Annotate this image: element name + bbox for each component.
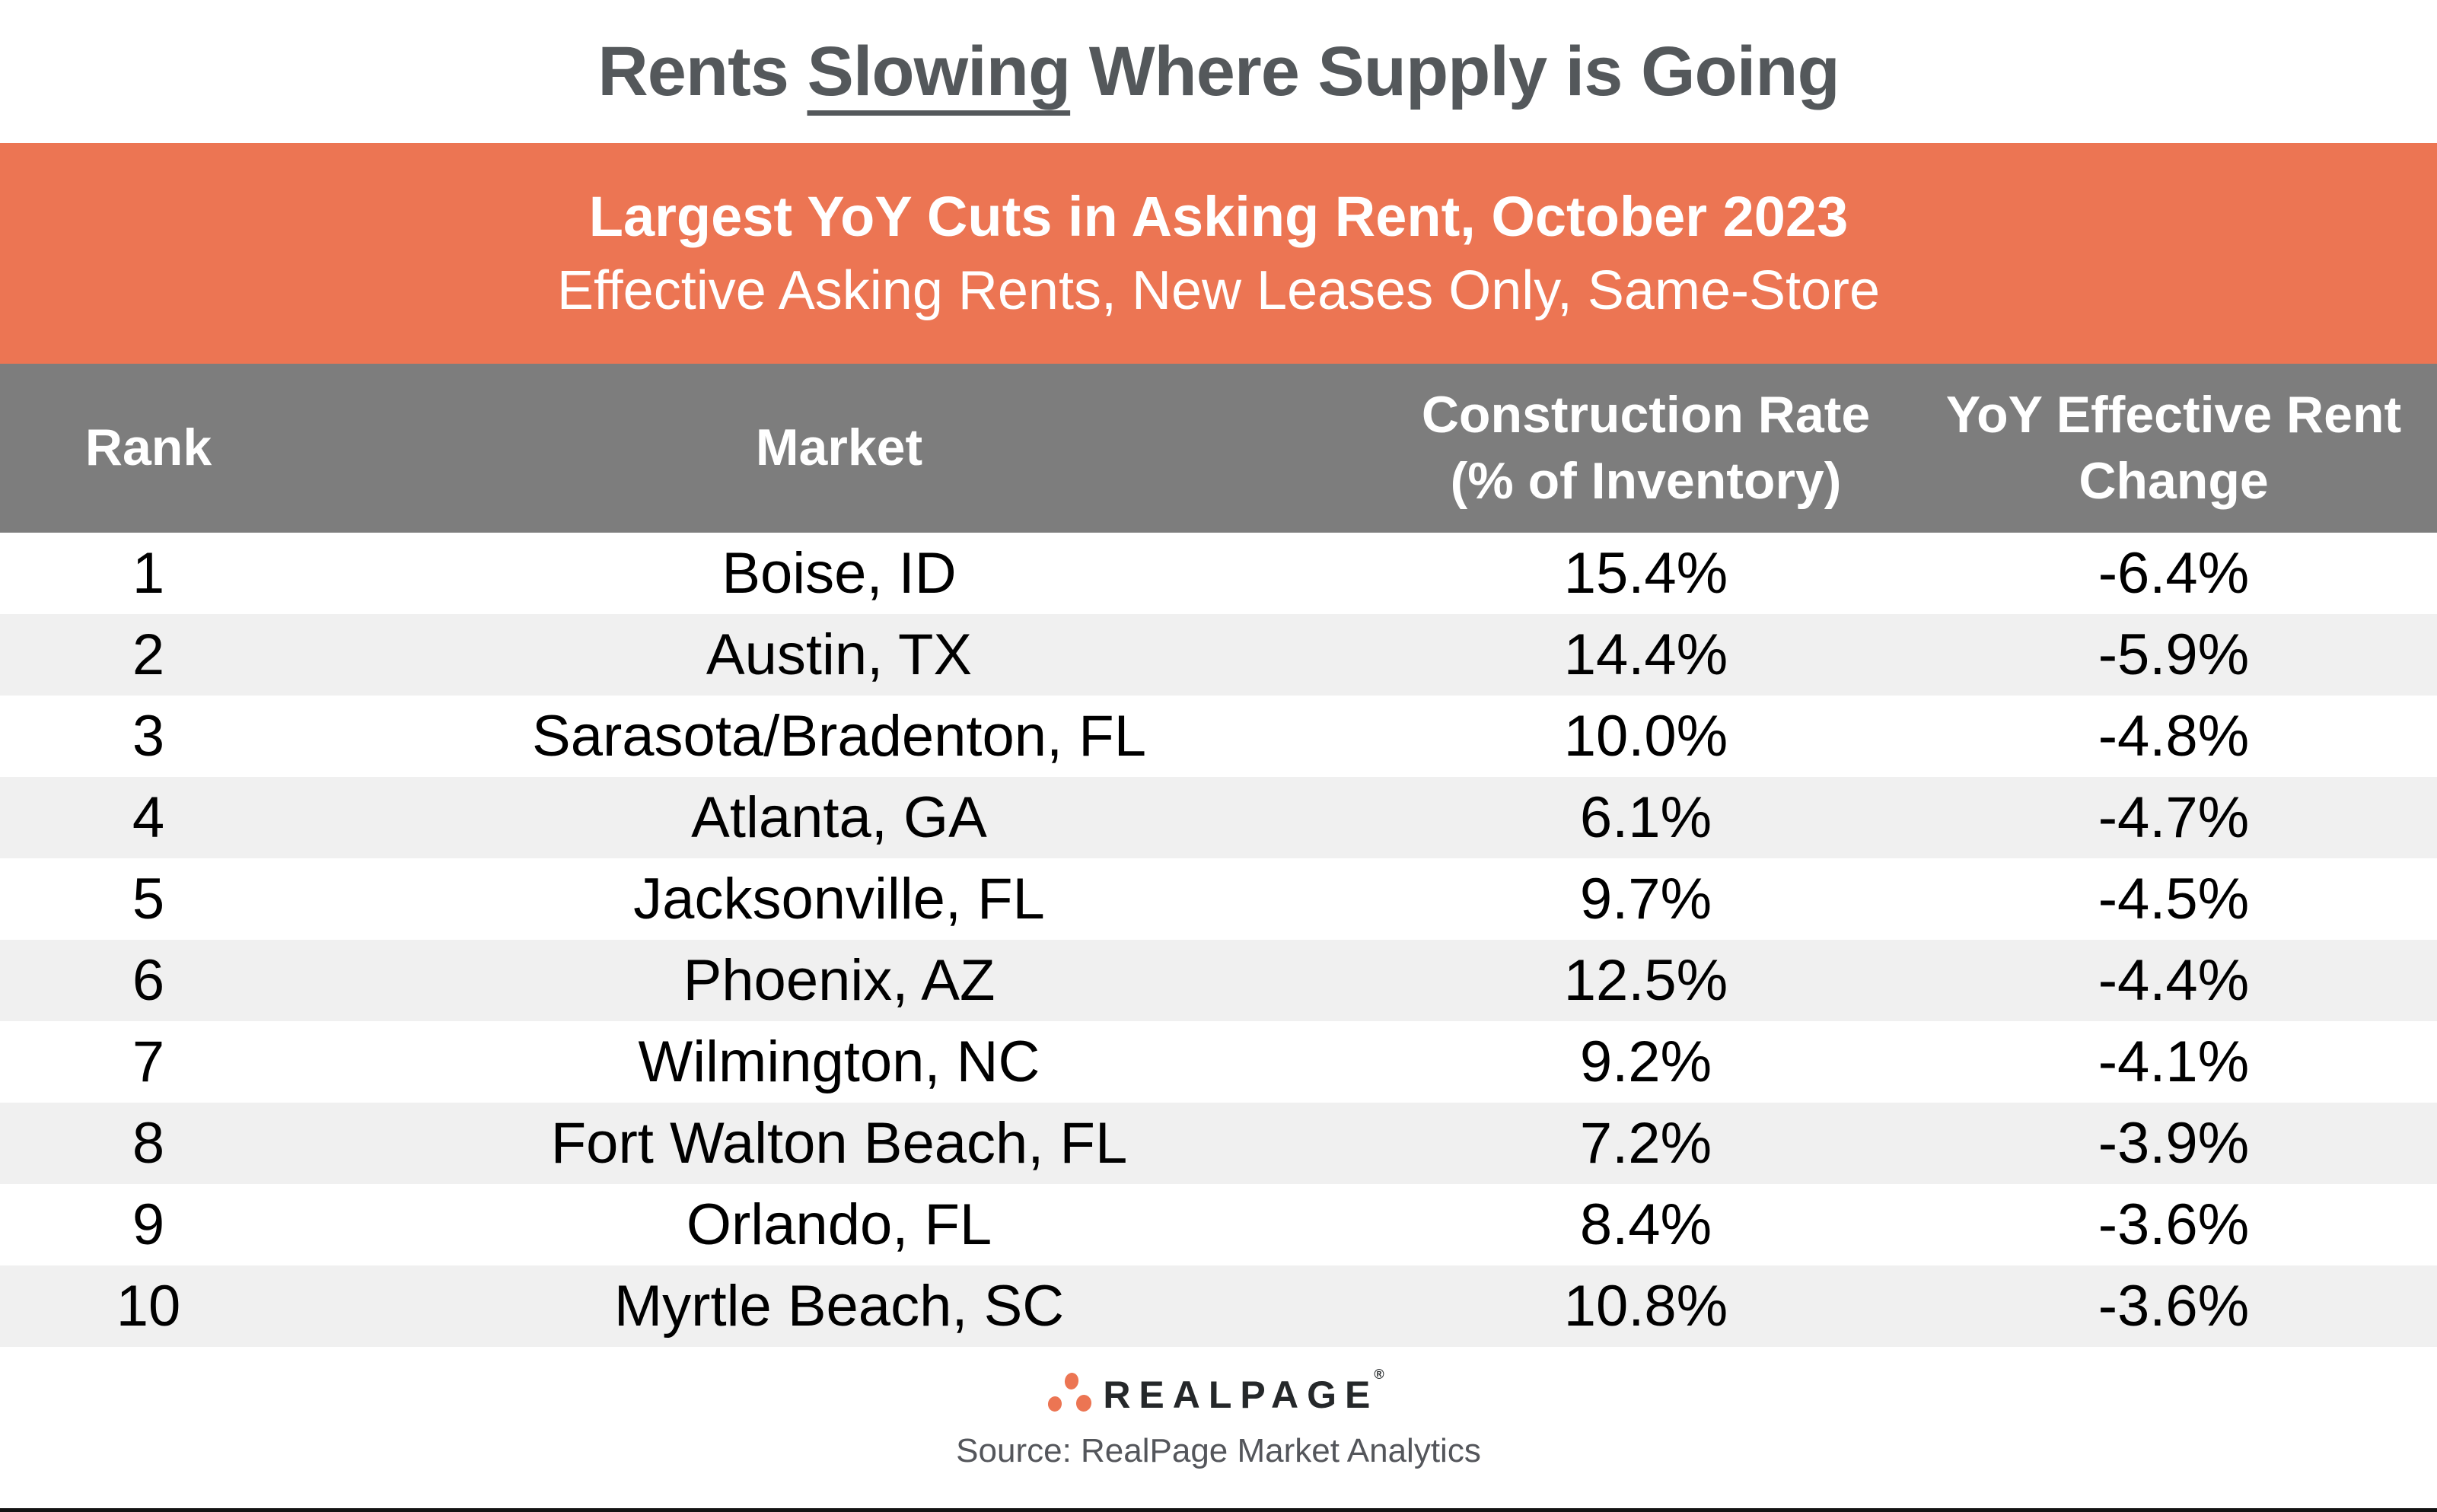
table-row: 2 Austin, TX 14.4% -5.9% bbox=[0, 614, 2437, 696]
banner-heading: Largest YoY Cuts in Asking Rent, October… bbox=[588, 185, 1849, 248]
cell-yoy-change: -4.8% bbox=[2098, 704, 2250, 769]
cell-rank: 10 bbox=[116, 1274, 181, 1339]
header-cell-yoy-change: YoY Effective Rent Change bbox=[1945, 385, 2402, 510]
cell-rank: 8 bbox=[132, 1111, 165, 1176]
table-row: 9 Orlando, FL 8.4% -3.6% bbox=[0, 1184, 2437, 1265]
table-body: 1 Boise, ID 15.4% -6.4% 2 Austin, TX 14.… bbox=[0, 533, 2437, 1347]
realpage-wordmark: REALPAGE® bbox=[1103, 1367, 1388, 1416]
cell-rank: 1 bbox=[132, 541, 165, 606]
realpage-dots-icon bbox=[1048, 1373, 1092, 1412]
page-title-underlined-word: Slowing bbox=[807, 32, 1072, 110]
table-row: 10 Myrtle Beach, SC 10.8% -3.6% bbox=[0, 1265, 2437, 1347]
cell-rank: 9 bbox=[132, 1192, 165, 1257]
cell-market: Atlanta, GA bbox=[691, 785, 987, 850]
table-header-row: Rank Market Construction Rate (% of Inve… bbox=[0, 364, 2437, 533]
cell-yoy-change: -3.6% bbox=[2098, 1274, 2250, 1339]
cell-market: Boise, ID bbox=[722, 541, 957, 606]
banner-subheading: Effective Asking Rents, New Leases Only,… bbox=[556, 260, 1881, 321]
table-row: 5 Jacksonville, FL 9.7% -4.5% bbox=[0, 858, 2437, 940]
rent-table: Rank Market Construction Rate (% of Inve… bbox=[0, 364, 2437, 1347]
cell-rank: 4 bbox=[132, 785, 165, 850]
source-text: Source: RealPage Market Analytics bbox=[956, 1432, 1481, 1469]
cell-yoy-change: -4.5% bbox=[2098, 867, 2250, 931]
cell-construction-rate: 14.4% bbox=[1563, 622, 1728, 687]
cell-market: Fort Walton Beach, FL bbox=[550, 1111, 1128, 1176]
cell-construction-rate: 8.4% bbox=[1579, 1192, 1712, 1257]
cell-yoy-change: -3.9% bbox=[2098, 1111, 2250, 1176]
registered-mark: ® bbox=[1374, 1367, 1384, 1383]
page-title: Rents Slowing Where Supply is Going bbox=[597, 32, 1840, 112]
page-title-suffix: Where Supply is Going bbox=[1070, 32, 1840, 110]
cell-construction-rate: 7.2% bbox=[1579, 1111, 1712, 1176]
cell-market: Wilmington, NC bbox=[638, 1030, 1040, 1094]
cell-rank: 5 bbox=[132, 867, 165, 931]
cell-yoy-change: -4.4% bbox=[2098, 948, 2250, 1013]
cell-yoy-change: -4.7% bbox=[2098, 785, 2250, 850]
cell-yoy-change: -3.6% bbox=[2098, 1192, 2250, 1257]
banner: Largest YoY Cuts in Asking Rent, October… bbox=[0, 143, 2437, 364]
table-row: 8 Fort Walton Beach, FL 7.2% -3.9% bbox=[0, 1103, 2437, 1184]
cell-construction-rate: 10.8% bbox=[1563, 1274, 1728, 1339]
table-row: 4 Atlanta, GA 6.1% -4.7% bbox=[0, 777, 2437, 858]
page-title-prefix: Rents bbox=[597, 32, 808, 110]
cell-construction-rate: 10.0% bbox=[1563, 704, 1728, 769]
table-row: 1 Boise, ID 15.4% -6.4% bbox=[0, 533, 2437, 614]
cell-construction-rate: 9.2% bbox=[1579, 1030, 1712, 1094]
table-row: 7 Wilmington, NC 9.2% -4.1% bbox=[0, 1021, 2437, 1103]
cell-construction-rate: 12.5% bbox=[1563, 948, 1728, 1013]
cell-market: Jacksonville, FL bbox=[633, 867, 1045, 931]
title-bar: Rents Slowing Where Supply is Going bbox=[0, 0, 2437, 143]
cell-rank: 6 bbox=[132, 948, 165, 1013]
table-row: 3 Sarasota/Bradenton, FL 10.0% -4.8% bbox=[0, 696, 2437, 777]
bottom-rule bbox=[0, 1508, 2437, 1512]
table-row: 6 Phoenix, AZ 12.5% -4.4% bbox=[0, 940, 2437, 1021]
cell-rank: 2 bbox=[132, 622, 165, 687]
cell-market: Orlando, FL bbox=[686, 1192, 992, 1257]
footer: REALPAGE® Source: RealPage Market Analyt… bbox=[0, 1347, 2437, 1512]
cell-rank: 7 bbox=[132, 1030, 165, 1094]
cell-construction-rate: 15.4% bbox=[1563, 541, 1728, 606]
cell-construction-rate: 6.1% bbox=[1579, 785, 1712, 850]
cell-market: Sarasota/Bradenton, FL bbox=[532, 704, 1146, 769]
cell-yoy-change: -5.9% bbox=[2098, 622, 2250, 687]
realpage-logo: REALPAGE® bbox=[1048, 1367, 1388, 1416]
cell-market: Myrtle Beach, SC bbox=[613, 1274, 1065, 1339]
cell-yoy-change: -6.4% bbox=[2098, 541, 2250, 606]
header-cell-construction-rate: Construction Rate (% of Inventory) bbox=[1421, 385, 1871, 510]
cell-market: Phoenix, AZ bbox=[683, 948, 996, 1013]
realpage-wordmark-text: REALPAGE bbox=[1103, 1374, 1379, 1416]
header-cell-market: Market bbox=[755, 419, 923, 477]
header-cell-rank: Rank bbox=[84, 419, 212, 477]
cell-rank: 3 bbox=[132, 704, 165, 769]
cell-construction-rate: 9.7% bbox=[1579, 867, 1712, 931]
cell-market: Austin, TX bbox=[706, 622, 973, 687]
cell-yoy-change: -4.1% bbox=[2098, 1030, 2250, 1094]
